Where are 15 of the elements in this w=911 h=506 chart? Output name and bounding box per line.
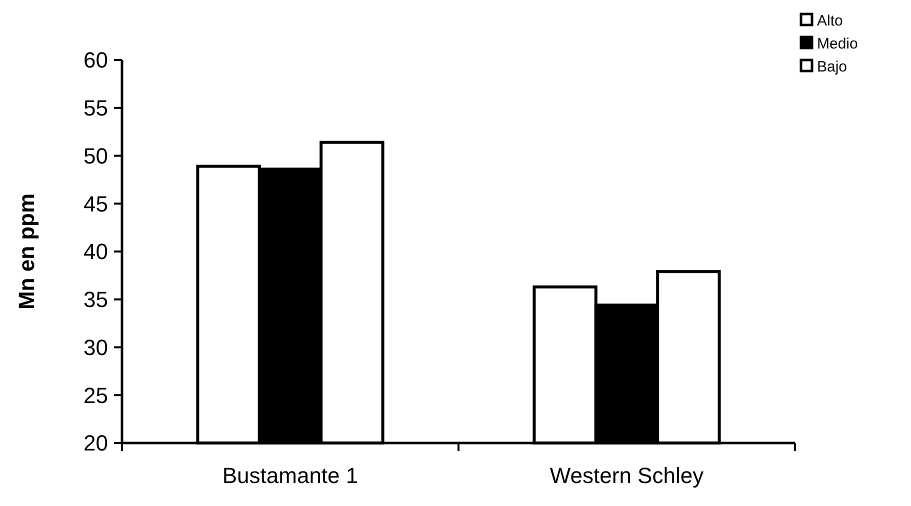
y-tick-label: 20	[84, 430, 108, 456]
y-tick-label: 25	[84, 382, 108, 408]
legend-label: Bajo	[817, 58, 848, 76]
legend-label: Alto	[817, 12, 843, 30]
y-tick-label: 60	[84, 48, 108, 73]
y-tick-label: 55	[84, 96, 108, 121]
y-tick-label: 35	[84, 287, 108, 312]
x-tick-label: Western Schley	[550, 463, 704, 488]
y-axis-title: Mn en ppm	[14, 193, 39, 310]
y-tick-label: 45	[84, 191, 108, 216]
x-tick-label: Bustamante 1	[222, 463, 358, 488]
y-tick-label: 50	[84, 143, 108, 168]
legend-label: Medio	[817, 35, 858, 52]
y-tick-label: 30	[84, 334, 108, 360]
y-tick-label: 40	[84, 239, 108, 264]
